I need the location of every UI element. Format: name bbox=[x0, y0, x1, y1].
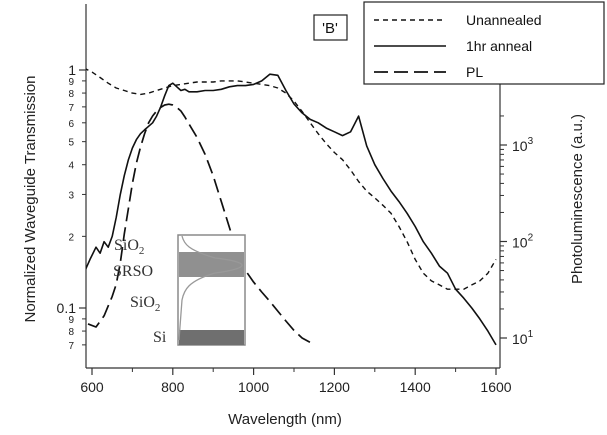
series-layer bbox=[86, 68, 497, 346]
legend-label: Unannealed bbox=[466, 12, 542, 28]
inset-diagram: SiO2 SRSO SiO2 Si bbox=[113, 234, 246, 346]
series-line-1hr-anneal bbox=[86, 73, 497, 346]
x-tick-label: 1000 bbox=[238, 379, 269, 395]
panel-label: 'B' bbox=[322, 20, 338, 37]
left-minor-tick-label: 2 bbox=[68, 232, 74, 243]
panel-label-box: 'B' bbox=[313, 14, 348, 41]
right-axis-title: Photoluminescence (a.u.) bbox=[569, 114, 586, 284]
inset-label-srso: SRSO bbox=[113, 263, 153, 280]
left-minor-tick-label: 3 bbox=[68, 190, 74, 201]
left-major-tick-label: 0.1 bbox=[57, 300, 77, 316]
right-tick-label: 103 bbox=[512, 136, 534, 154]
x-tick-label: 800 bbox=[161, 379, 185, 395]
x-tick-label: 600 bbox=[80, 379, 104, 395]
left-minor-tick-label: 7 bbox=[68, 103, 74, 114]
series-line-pl bbox=[87, 103, 311, 344]
right-tick-label: 102 bbox=[512, 233, 534, 251]
inset-label-si: Si bbox=[153, 329, 167, 346]
left-minor-tick-label: 5 bbox=[68, 138, 74, 149]
x-axis-title: Wavelength (nm) bbox=[228, 411, 342, 428]
left-minor-tick-label: 7 bbox=[68, 341, 74, 352]
legend-box bbox=[363, 1, 605, 85]
left-major-tick-label: 1 bbox=[68, 62, 76, 78]
inset-label-sio2-top: SiO2 bbox=[114, 237, 144, 257]
x-tick-label: 1400 bbox=[400, 379, 431, 395]
series-line-unannealed bbox=[86, 68, 497, 290]
legend-label: 1hr anneal bbox=[466, 38, 532, 54]
inset-frame bbox=[177, 234, 246, 346]
inset-label-sio2-bottom: SiO2 bbox=[130, 294, 160, 314]
legend-label: PL bbox=[466, 64, 483, 80]
right-axis-ticks: 103 102 101 bbox=[500, 115, 534, 347]
inset-mode-profile bbox=[178, 235, 243, 341]
x-axis-ticks: 600 800 1000 1200 1400 1600 bbox=[80, 368, 512, 395]
left-axis-title: Normalized Waveguide Transmission bbox=[22, 75, 39, 322]
left-minor-tick-label: 9 bbox=[68, 77, 74, 88]
left-minor-tick-label: 8 bbox=[68, 89, 74, 100]
left-minor-tick-label: 4 bbox=[68, 161, 74, 172]
inset-si-band bbox=[179, 330, 244, 345]
x-tick-label: 1600 bbox=[480, 379, 511, 395]
x-tick-label: 1200 bbox=[319, 379, 350, 395]
left-minor-tick-label: 6 bbox=[68, 119, 74, 130]
legend: Unannealed 1hr anneal PL bbox=[363, 1, 605, 85]
right-tick-label: 101 bbox=[512, 329, 534, 347]
left-minor-tick-label: 8 bbox=[68, 327, 74, 338]
left-minor-tick-label: 9 bbox=[68, 315, 74, 326]
inset-srso-band bbox=[179, 252, 244, 277]
